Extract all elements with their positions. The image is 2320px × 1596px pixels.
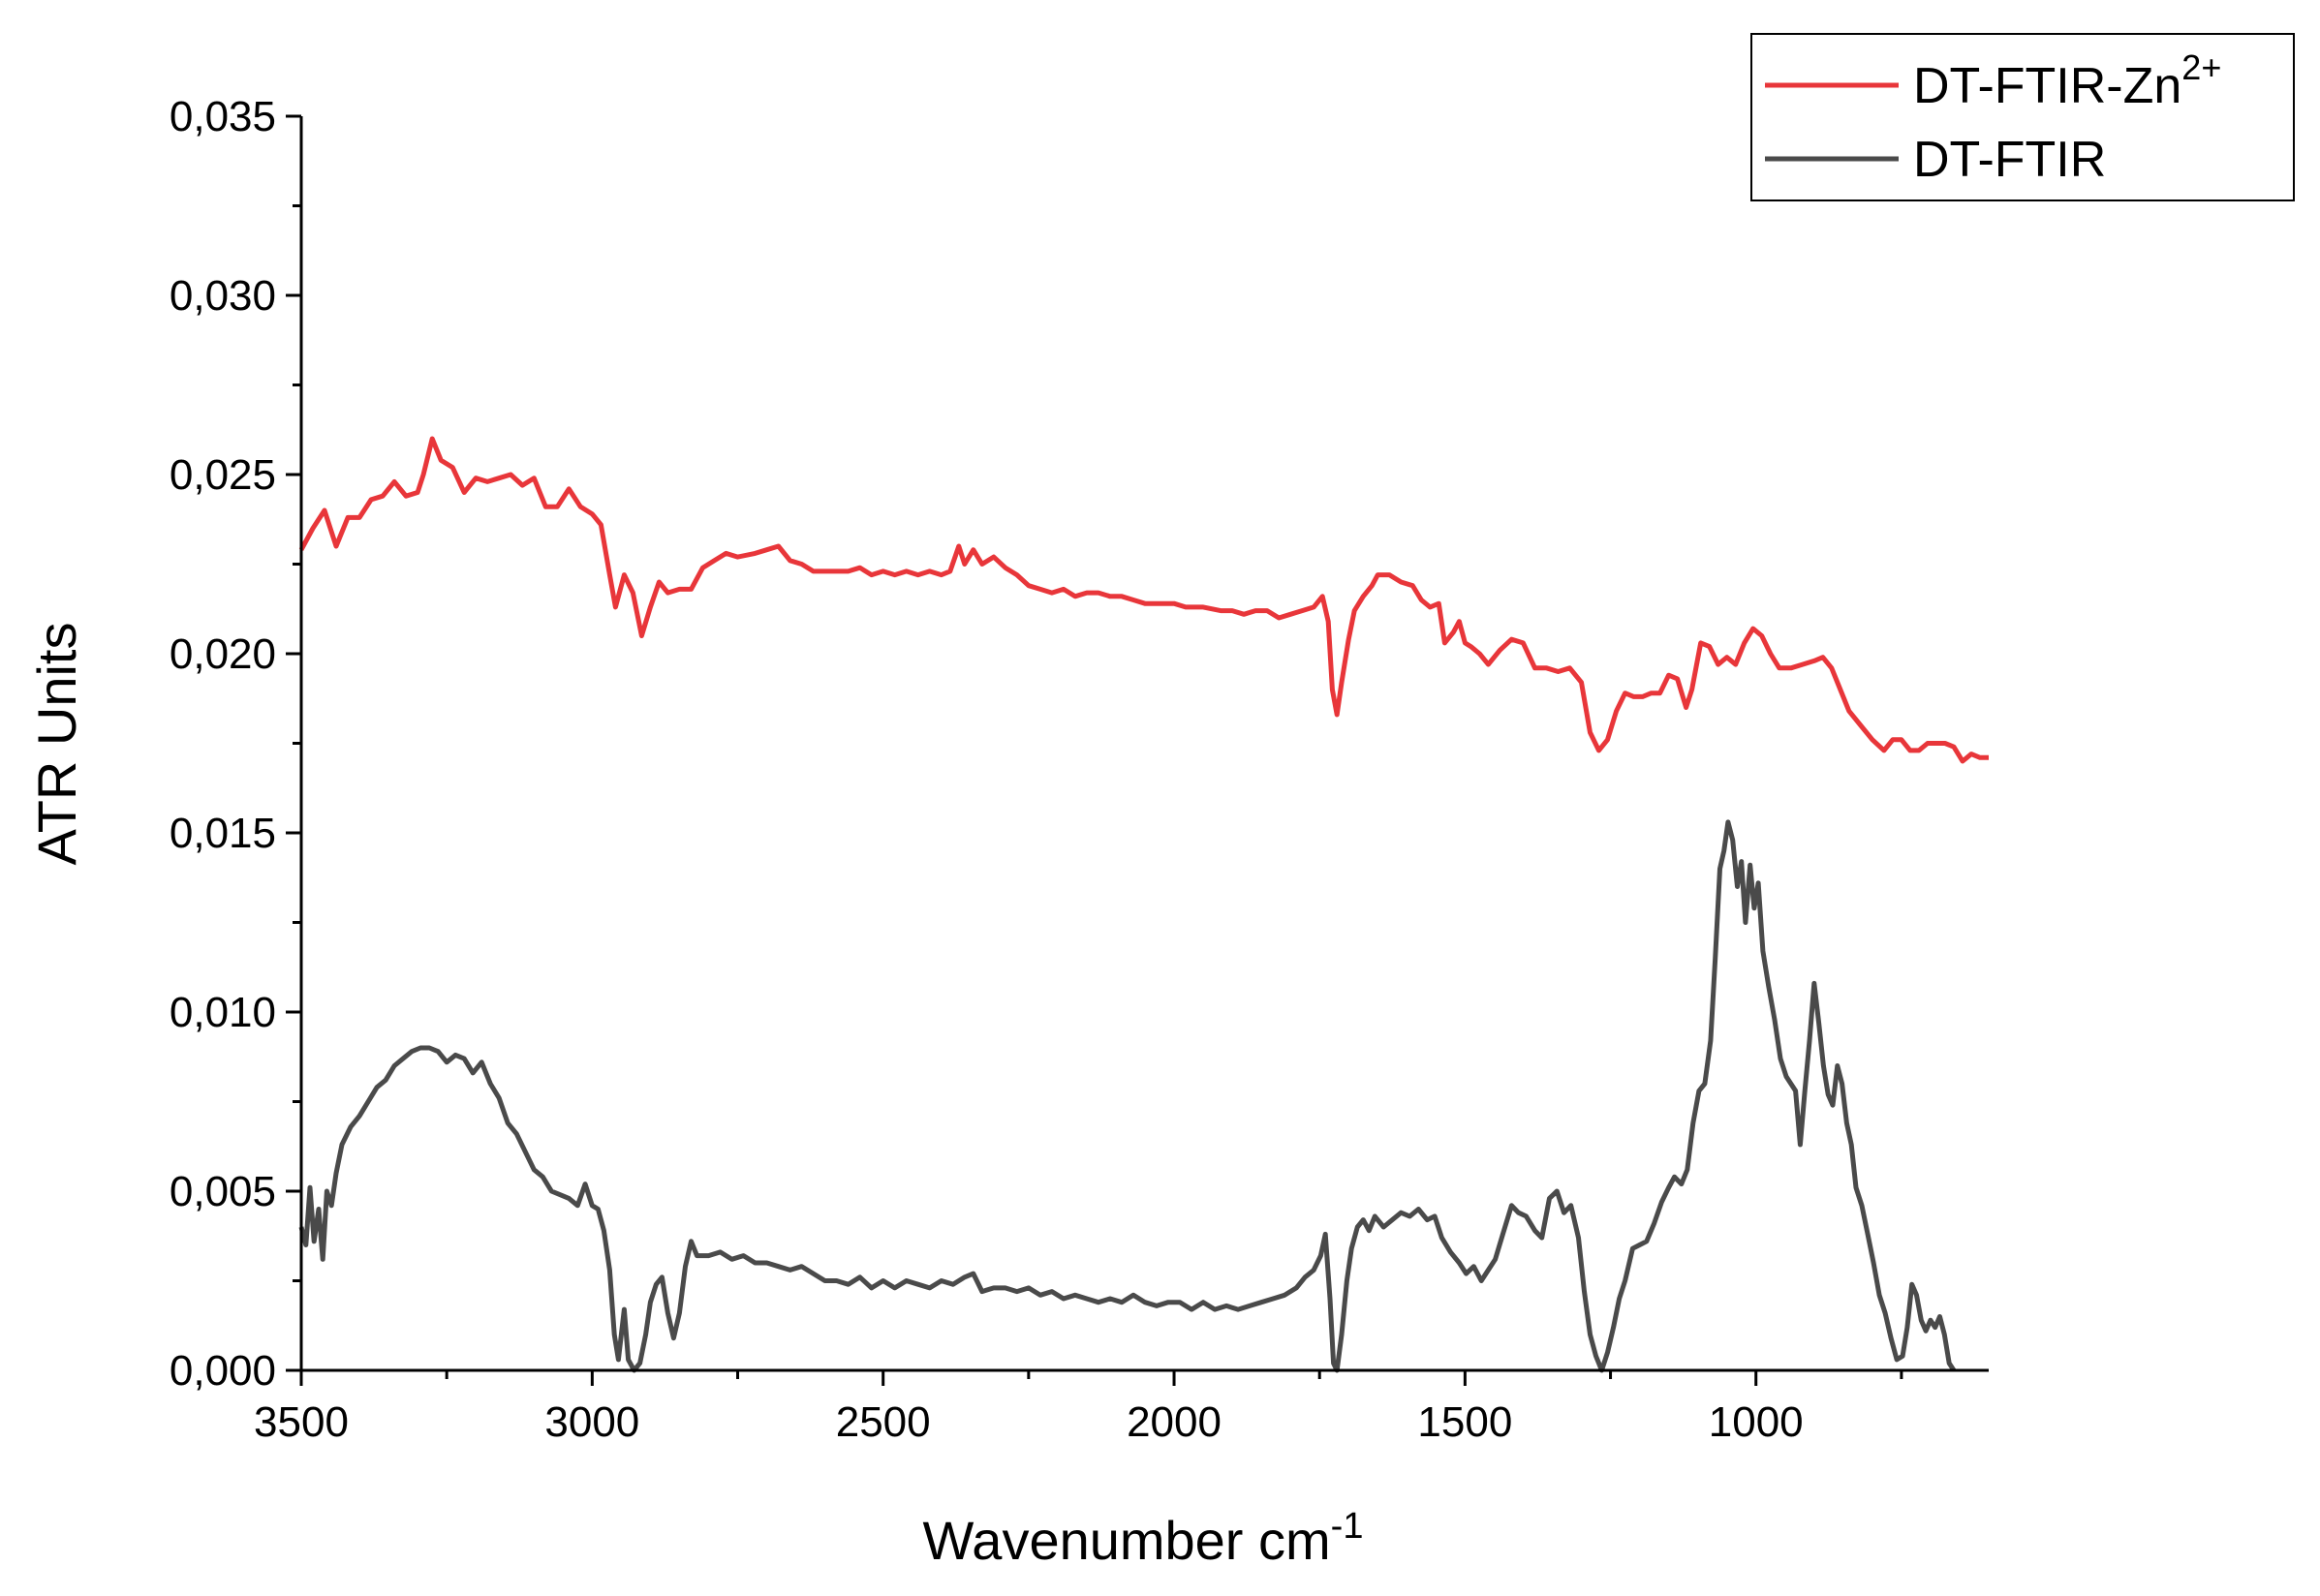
y-tick-label: 0,000 bbox=[170, 1347, 276, 1395]
y-tick-label: 0,025 bbox=[170, 451, 276, 499]
legend-label-zn-superscript: 2+ bbox=[2181, 47, 2221, 87]
x-tick-label: 3500 bbox=[254, 1398, 349, 1446]
x-tick-label: 3000 bbox=[544, 1398, 639, 1446]
x-tick-label: 2500 bbox=[836, 1398, 931, 1446]
y-tick-label: 0,020 bbox=[170, 630, 276, 678]
series-line-dt-ftir bbox=[298, 819, 1957, 1373]
legend-label-zn-text: DT-FTIR-Zn bbox=[1913, 58, 2181, 114]
legend-label-dtftir: DT-FTIR bbox=[1913, 132, 2106, 188]
series-line-dt-ftir-zn bbox=[298, 436, 1989, 764]
plot-area bbox=[298, 436, 1989, 1373]
x-axis-title: Wavenumber cm-1 bbox=[923, 1506, 1364, 1571]
y-tick-label: 0,030 bbox=[170, 272, 276, 320]
y-axis: 0,000 0,005 0,010 0,015 0,020 0,025 0,030 0,035 bbox=[170, 93, 303, 1395]
y-axis-title: ATR Units bbox=[26, 623, 87, 866]
x-tick-label: 1500 bbox=[1417, 1398, 1512, 1446]
y-tick-label: 0,010 bbox=[170, 989, 276, 1036]
y-tick-label: 0,005 bbox=[170, 1168, 276, 1215]
legend: DT-FTIR-Zn2+ DT-FTIR bbox=[1750, 33, 2295, 201]
y-tick-label: 0,015 bbox=[170, 810, 276, 857]
legend-label-zn: DT-FTIR-Zn2+ bbox=[1913, 47, 2221, 114]
x-axis-title-text: Wavenumber cm bbox=[923, 1510, 1331, 1571]
y-tick-label: 0,035 bbox=[170, 93, 276, 140]
x-tick-label: 1000 bbox=[1709, 1398, 1804, 1446]
legend-box bbox=[1750, 33, 2295, 201]
x-axis-title-superscript: -1 bbox=[1331, 1506, 1364, 1547]
x-tick-label: 2000 bbox=[1127, 1398, 1222, 1446]
x-axis: 3500 3000 2500 2000 1500 1000 bbox=[254, 1368, 1989, 1446]
